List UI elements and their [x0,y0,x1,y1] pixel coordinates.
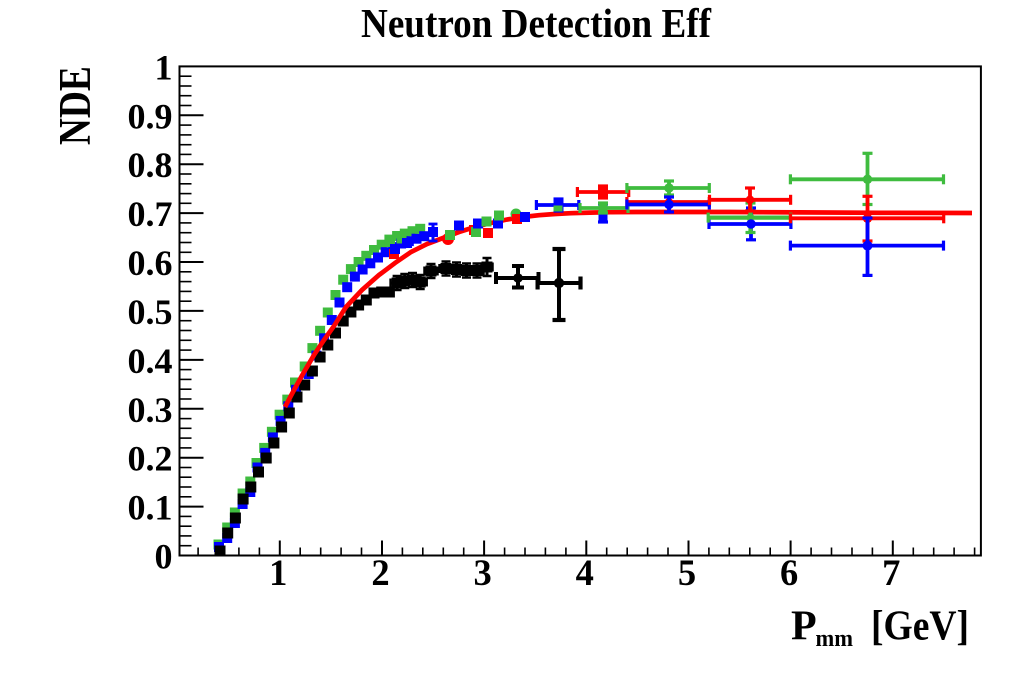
svg-text:3: 3 [473,552,491,593]
svg-text:2: 2 [371,552,389,593]
svg-text:1: 1 [155,47,173,87]
svg-text:1: 1 [269,552,287,593]
svg-text:0.4: 0.4 [128,341,173,381]
svg-text:mm: mm [816,626,854,652]
svg-text:P: P [791,604,817,650]
svg-text:4: 4 [576,552,594,593]
svg-text:6: 6 [780,552,798,593]
svg-text:0.2: 0.2 [128,439,173,479]
svg-text:5: 5 [678,552,696,593]
svg-text:0.8: 0.8 [128,145,173,185]
svg-text:0.9: 0.9 [128,96,173,136]
svg-text:Neutron Detection Eff: Neutron Detection Eff [361,0,712,46]
svg-text:0: 0 [155,537,173,577]
svg-text:NDE: NDE [50,66,100,145]
svg-text:7: 7 [882,552,900,593]
svg-text:0.7: 0.7 [128,194,173,234]
svg-text:[GeV]: [GeV] [871,604,969,650]
svg-text:0.6: 0.6 [128,243,173,283]
svg-text:0.5: 0.5 [128,292,173,332]
svg-text:0.3: 0.3 [128,390,173,430]
svg-text:0.1: 0.1 [128,488,173,528]
